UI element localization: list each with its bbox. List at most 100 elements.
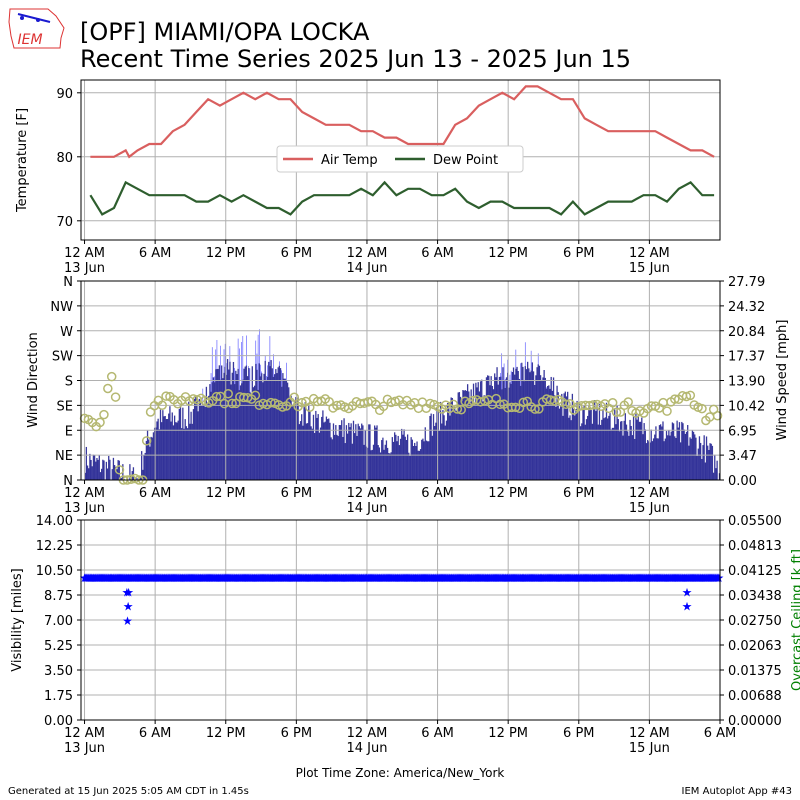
visibility-star-icon: ★ (381, 571, 392, 585)
wind-speed-bar (288, 387, 290, 480)
wind-speed-bar (482, 401, 484, 480)
visibility-star-icon: ★ (364, 571, 375, 585)
visibility-star-icon: ★ (206, 571, 217, 585)
wind-speed-bar (401, 428, 403, 480)
visibility-star-icon: ★ (684, 571, 695, 585)
visibility-star-icon: ★ (661, 571, 672, 585)
visibility-star-icon: ★ (561, 571, 572, 585)
wind-speed-bar (491, 385, 494, 480)
visibility-star-icon: ★ (409, 571, 420, 585)
visibility-star-icon: ★ (451, 571, 462, 585)
wind-direction-point (103, 383, 113, 394)
wind-speed-bar (675, 437, 677, 480)
wind-direction-point (712, 411, 723, 421)
visibility-star-icon: ★ (530, 571, 541, 585)
visibility-star-icon: ★ (652, 571, 663, 585)
visibility-star-icon: ★ (566, 571, 577, 585)
wind-speed-bar (510, 383, 512, 480)
wind-speed-bar (671, 422, 674, 480)
y-tick-label: N (63, 275, 73, 290)
visibility-star-icon: ★ (299, 571, 310, 585)
wind-speed-bar (277, 367, 279, 480)
wind-speed-bar (129, 464, 131, 480)
visibility-star-icon: ★ (507, 571, 518, 585)
visibility-star-icon: ★ (238, 571, 249, 585)
visibility-star-icon: ★ (252, 571, 263, 585)
visibility-star-icon: ★ (560, 571, 571, 585)
visibility-star-icon: ★ (276, 571, 287, 585)
wind-speed-bar (153, 427, 156, 480)
visibility-star-icon: ★ (446, 571, 457, 585)
visibility-star-icon: ★ (257, 571, 268, 585)
visibility-points: ★★★★★★★★★★★★★★★★★★★★★★★★★★★★★★★★★★★★★★★★… (79, 571, 724, 628)
wind-direction-point (141, 436, 152, 446)
footer-app: IEM Autoplot App #43 (682, 786, 792, 797)
wind-speed-bar (645, 443, 648, 480)
visibility-star-icon: ★ (564, 571, 575, 585)
wind-speed-bar (365, 446, 368, 480)
wind-speed-bar (547, 385, 549, 480)
visibility-star-icon: ★ (231, 571, 242, 585)
wind-speed-bar (271, 368, 273, 480)
y2-tick-label: 0.00 (728, 474, 757, 489)
visibility-star-icon: ★ (458, 571, 469, 585)
visibility-star-icon: ★ (278, 571, 289, 585)
wind-speed-bar (662, 421, 664, 480)
wind-speed-bar (417, 450, 419, 480)
wind-speed-bar (716, 460, 718, 480)
x-tick-label: 12 AM (629, 486, 670, 501)
visibility-star-icon: ★ (182, 571, 193, 585)
wind-speed-bar (557, 392, 559, 480)
wind-direction-point (378, 401, 389, 412)
visibility-star-icon: ★ (123, 600, 134, 614)
visibility-star-icon: ★ (618, 571, 629, 585)
visibility-star-icon: ★ (490, 571, 501, 585)
wind-speed-bar (213, 382, 216, 480)
wind-speed-bar (476, 387, 478, 480)
wind-speed-bar (515, 368, 517, 480)
visibility-star-icon: ★ (543, 571, 554, 585)
visibility-star-icon: ★ (590, 571, 601, 585)
visibility-star-icon: ★ (391, 571, 402, 585)
visibility-star-icon: ★ (262, 571, 273, 585)
x-tick-date: 13 Jun (64, 261, 105, 276)
wind-speed-bar (389, 453, 391, 480)
visibility-star-icon: ★ (120, 571, 131, 585)
visibility-star-icon: ★ (589, 571, 600, 585)
wind-speed-bar (221, 365, 223, 480)
x-tick-label: 12 PM (206, 726, 246, 741)
visibility-star-icon: ★ (348, 571, 359, 585)
visibility-star-icon: ★ (401, 571, 412, 585)
wind-direction-point (157, 400, 167, 411)
wind-speed-bar (661, 426, 663, 480)
visibility-star-icon: ★ (214, 571, 225, 585)
visibility-star-icon: ★ (595, 571, 606, 585)
x-tick-date: 13 Jun (64, 741, 105, 756)
wind-speed-bar (536, 367, 538, 480)
y2-tick-label: 24.32 (728, 300, 765, 315)
wind-speed-bar (150, 436, 152, 480)
visibility-star-icon: ★ (676, 571, 687, 585)
visibility-star-icon: ★ (203, 571, 214, 585)
wind-speed-bar (212, 377, 215, 480)
visibility-star-icon: ★ (124, 571, 135, 585)
visibility-star-icon: ★ (358, 571, 369, 585)
visibility-star-icon: ★ (123, 571, 134, 585)
visibility-star-icon: ★ (344, 571, 355, 585)
visibility-star-icon: ★ (254, 571, 265, 585)
visibility-star-icon: ★ (259, 571, 270, 585)
visibility-star-icon: ★ (395, 571, 406, 585)
wind-speed-bar (652, 438, 655, 480)
wind-speed-bar (312, 414, 315, 480)
visibility-star-icon: ★ (404, 571, 415, 585)
wind-speed-bar (178, 408, 180, 480)
visibility-star-icon: ★ (393, 571, 404, 585)
visibility-star-icon: ★ (585, 571, 596, 585)
visibility-star-icon: ★ (91, 571, 102, 585)
visibility-star-icon: ★ (170, 571, 181, 585)
wind-speed-bar (501, 389, 503, 480)
visibility-star-icon: ★ (192, 571, 203, 585)
wind-speed-bar (498, 376, 501, 480)
visibility-star-icon: ★ (436, 571, 447, 585)
wind-speed-bar (206, 402, 209, 480)
